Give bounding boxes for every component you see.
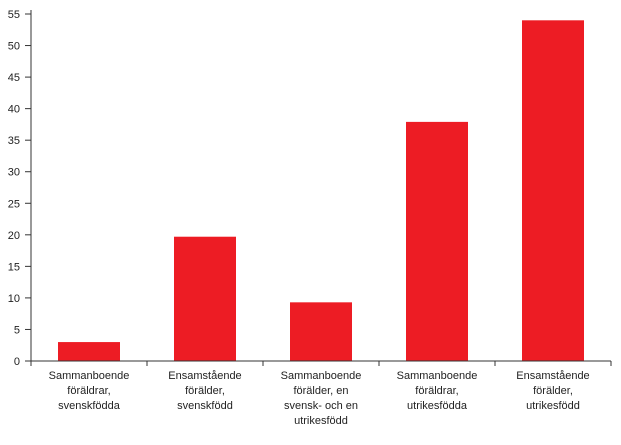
x-category-label-line: förälder, [185,385,225,397]
bar [290,302,352,361]
x-category-label: Ensamstående förälder, utrikesfödd [516,370,589,412]
x-category-label-line: utrikesfödd [294,415,348,427]
y-tick-label: 50 [8,41,20,53]
x-category-label-line: föräldrar, [67,385,110,397]
x-axis: Sammanboende föräldrar, svenskfödda Ensamst… [30,360,612,427]
x-category-label-line: Ensamstående [516,370,589,382]
x-category-label: Ensamstående förälder, svenskfödd [168,370,241,412]
y-tick-label: 45 [8,72,20,84]
y-tick-label: 15 [8,261,20,273]
y-tick-label: 30 [8,167,20,179]
y-tick-label: 10 [8,293,20,305]
x-category-label: Sammanboende förälder, en svensk- och en ut… [281,370,362,427]
y-tick-label: 5 [14,324,20,336]
y-tick-label: 0 [14,356,20,368]
x-category-label-line: svenskfödda [58,400,121,412]
x-category-label-line: Sammanboende [397,370,478,382]
bars [58,20,584,362]
x-category-label: Sammanboende föräldrar, svenskfödda [49,370,130,412]
y-tick-label: 35 [8,135,20,147]
x-category-label-line: Sammanboende [281,370,362,382]
x-category-label-line: Ensamstående [168,370,241,382]
y-tick-label: 40 [8,104,20,116]
y-tick-label: 20 [8,230,20,242]
x-category-label-line: Sammanboende [49,370,130,382]
x-category-label-line: förälder, [533,385,573,397]
x-category-label-line: förälder, en [293,385,348,397]
bar [406,121,468,361]
x-category-label: Sammanboende föräldrar, utrikesfödda [397,370,478,412]
bar [522,20,584,362]
x-category-label-line: föräldrar, [415,385,458,397]
x-category-label-line: utrikesfödd [526,400,580,412]
x-category-label-line: svensk- och en [284,400,358,412]
y-axis: 0 5 10 15 20 25 30 35 40 45 50 55 [8,9,32,368]
bar [174,236,236,361]
y-tick-label: 55 [8,9,20,21]
x-category-label-line: svenskfödd [177,400,233,412]
bar [58,342,120,361]
y-tick-label: 25 [8,198,20,210]
x-category-label-line: utrikesfödda [407,400,468,412]
